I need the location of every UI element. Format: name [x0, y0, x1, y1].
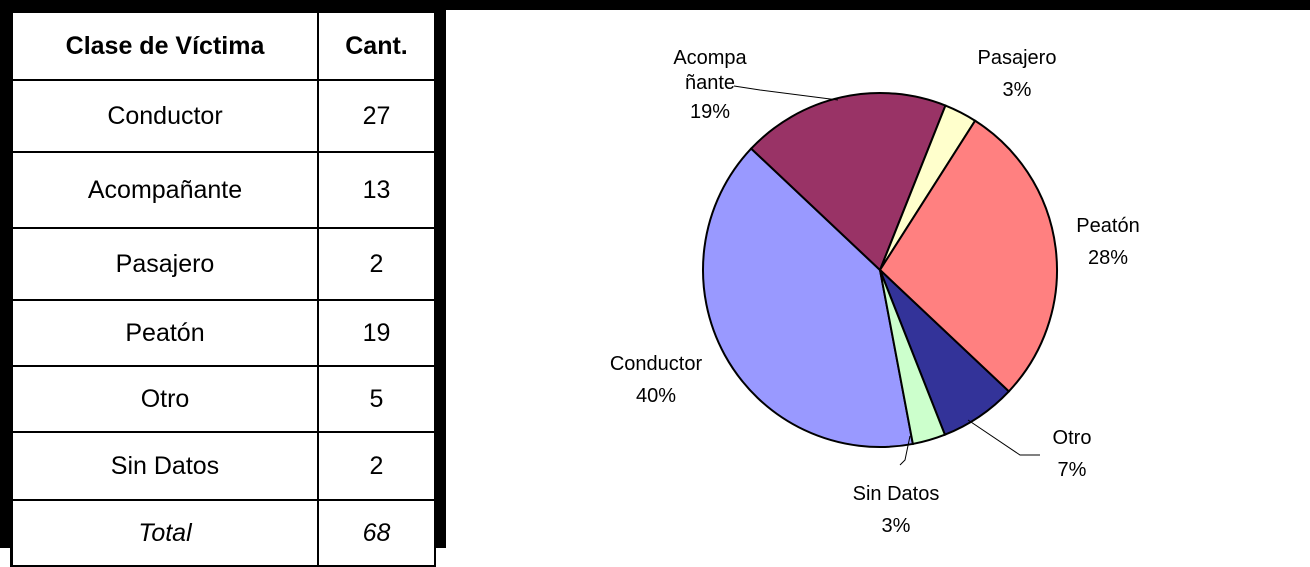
border: [0, 0, 1310, 10]
cell: 13: [317, 151, 436, 229]
cell: Pasajero: [10, 227, 319, 301]
slice-label: Otro 7%: [1053, 422, 1092, 486]
table-row: Peatón 19: [10, 299, 436, 367]
leader-line: [899, 435, 911, 466]
cell: Otro: [10, 365, 319, 433]
slice-label: Sin Datos 3%: [853, 478, 940, 542]
cell: 5: [317, 365, 436, 433]
table-row: Acompañante 13: [10, 151, 436, 229]
victim-table: Clase de Víctima Cant. Conductor 27 Acompa…: [10, 10, 436, 567]
leader-line: [733, 85, 839, 101]
table-row: Sin Datos 2: [10, 431, 436, 501]
category-name: Peatón: [1076, 215, 1140, 237]
category-name: Otro: [1052, 427, 1092, 449]
percent-label: 28%: [1087, 247, 1129, 269]
cell: 2: [317, 431, 436, 501]
slice-label: Acompañante 19%: [670, 46, 750, 128]
percent-label: 19%: [689, 101, 731, 123]
table-row: Pasajero 2: [10, 227, 436, 301]
percent-label: 3%: [881, 515, 911, 537]
category-name: Pasajero: [977, 47, 1057, 69]
pie-slice: [702, 147, 915, 448]
pie-chart: [702, 85, 1058, 466]
category-name: Acompañante: [673, 47, 747, 94]
cell: Acompañante: [10, 151, 319, 229]
cell: 27: [317, 79, 436, 153]
cell: Sin Datos: [10, 431, 319, 501]
table-row: Otro 5: [10, 365, 436, 433]
table-row: Conductor 27: [10, 79, 436, 153]
cell: Peatón: [10, 299, 319, 367]
category-name: Conductor: [609, 353, 703, 375]
slice-label: Pasajero 3%: [978, 42, 1057, 106]
border: [0, 0, 10, 548]
leader-line: [967, 419, 1040, 456]
percent-label: 3%: [1002, 79, 1032, 101]
slice-label: Conductor 40%: [610, 348, 702, 412]
cell: 19: [317, 299, 436, 367]
cell: Conductor: [10, 79, 319, 153]
cell: 2: [317, 227, 436, 301]
slice-label: Peatón 28%: [1076, 210, 1139, 274]
pie-slice: [879, 269, 947, 446]
border: [436, 0, 446, 548]
header-cell: Clase de Víctima: [10, 10, 319, 81]
category-name: Sin Datos: [852, 483, 940, 505]
percent-label: 7%: [1057, 459, 1087, 481]
percent-label: 40%: [635, 385, 677, 407]
header-cell: Cant.: [317, 10, 436, 81]
pie-slice: [878, 119, 1058, 393]
